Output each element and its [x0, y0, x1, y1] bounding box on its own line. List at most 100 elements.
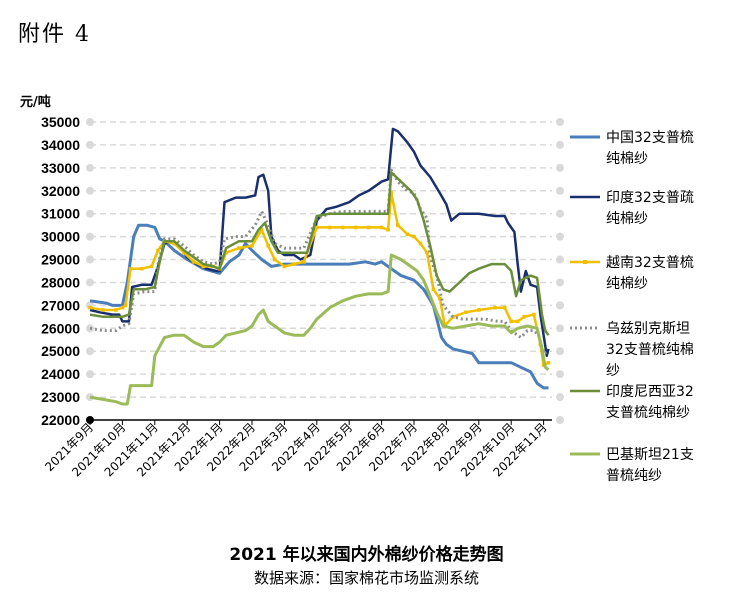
series-point-2	[302, 260, 306, 264]
series-point-2	[353, 225, 358, 230]
series-point-2	[366, 225, 371, 230]
series-point-2	[292, 262, 296, 266]
y-tick-label: 28000	[41, 274, 80, 290]
series-point-2	[464, 310, 468, 315]
series-point-2	[191, 260, 196, 264]
series-point-2	[327, 225, 332, 230]
series-point-2	[182, 250, 186, 255]
series-point-2	[259, 227, 264, 232]
series-point-2	[396, 223, 400, 227]
series-line-5	[89, 253, 550, 406]
gridline-start-dot	[86, 393, 94, 402]
y-tick-label: 35000	[41, 114, 80, 130]
gridline-start-dot	[86, 370, 94, 379]
series-line-0	[89, 223, 549, 390]
x-axis-end-dot	[556, 416, 564, 424]
y-tick-label: 27000	[41, 297, 80, 313]
series-point-2	[515, 319, 520, 324]
legend-label-0: 中国32支普梳	[606, 130, 694, 146]
y-tick-label: 34000	[41, 137, 80, 153]
gridline-end-dot	[556, 393, 564, 402]
series-point-2	[272, 257, 277, 262]
gridline-end-dot	[556, 163, 564, 172]
series-point-2	[477, 308, 481, 312]
series-point-2	[128, 266, 133, 271]
legend: 中国32支普梳纯棉纱印度32支普疏纯棉纱越南32支普梳纯棉纱乌兹别克斯坦32支普…	[570, 130, 694, 484]
series-point-2	[340, 225, 345, 230]
legend-label-1: 纯棉纱	[606, 210, 648, 227]
gridline-end-dot	[556, 370, 564, 379]
series-point-2	[418, 241, 423, 246]
y-axis: 22000 23000 24000 25000 26000 27000 28000 29000…	[41, 114, 80, 428]
gridline-start-dot	[86, 232, 94, 241]
y-tick-label: 24000	[41, 366, 80, 382]
series-point-2	[522, 315, 526, 319]
legend-label-0: 纯棉纱	[606, 150, 648, 167]
gridline-end-dot	[556, 278, 564, 287]
gridline-end-dot	[556, 301, 564, 310]
y-tick-label: 31000	[41, 206, 80, 222]
legend-label-5: 普梳纯纱	[606, 468, 662, 484]
legend-label-3: 纱	[606, 363, 620, 379]
gridline-end-dot	[556, 118, 564, 126]
series-point-2	[438, 296, 442, 301]
series-lines	[88, 127, 551, 406]
y-tick-label: 29000	[41, 252, 80, 268]
legend-label-4: 支普梳纯棉纱	[606, 404, 690, 421]
series-point-2	[502, 305, 507, 310]
series-point-2	[140, 266, 144, 271]
y-tick-label: 32000	[41, 183, 80, 199]
series-point-2	[546, 360, 551, 365]
y-tick-label: 30000	[41, 229, 80, 245]
y-axis-unit-label: 元/吨	[20, 94, 51, 110]
chart-title: 2021 年以来国内外棉纱价格走势图	[229, 545, 504, 565]
series-point-2	[114, 308, 118, 312]
gridline-end-dot	[556, 324, 564, 333]
y-tick-label: 25000	[41, 343, 80, 359]
y-tick-label: 23000	[41, 389, 80, 405]
legend-label-2: 纯棉纱	[606, 275, 648, 292]
legend-label-4: 印度尼西亚32	[606, 384, 694, 400]
series-point-2	[172, 241, 177, 246]
series-point-2	[237, 246, 241, 250]
series-point-2	[389, 191, 394, 195]
chart-subtitle: 数据来源：国家棉花市场监测系统	[253, 569, 479, 587]
legend-label-5: 巴基斯坦21支	[606, 446, 694, 463]
legend-label-3: 乌兹别克斯坦	[606, 321, 690, 337]
gridline-start-dot	[86, 209, 94, 218]
gridline-start-dot	[86, 255, 94, 264]
legend-label-2: 越南32支普梳	[606, 255, 694, 271]
gridline-start-dot	[86, 118, 94, 126]
series-point-2	[101, 308, 105, 312]
gridline-end-dot	[556, 186, 564, 195]
series-point-2	[123, 303, 128, 308]
gridline-start-dot	[86, 186, 94, 195]
gridline-start-dot	[86, 278, 94, 287]
series-point-2	[412, 234, 416, 239]
series-point-2	[282, 264, 287, 269]
gridline-end-dot	[556, 255, 564, 264]
gridline-start-dot	[86, 140, 94, 149]
attachment-label: 附件 4	[18, 22, 91, 47]
legend-label-1: 印度32支普疏	[606, 190, 694, 206]
series-point-2	[405, 232, 410, 237]
legend-marker-2	[583, 260, 587, 264]
series-point-2	[493, 305, 497, 310]
series-point-2	[149, 264, 154, 269]
y-tick-label: 22000	[41, 412, 80, 428]
gridline-end-dot	[556, 232, 564, 241]
series-line-1	[89, 127, 550, 358]
series-point-2	[386, 227, 390, 232]
series-point-2	[224, 250, 228, 255]
gridline-end-dot	[556, 347, 564, 356]
series-point-2	[509, 319, 513, 324]
y-tick-label: 33000	[41, 160, 80, 176]
series-point-2	[315, 225, 319, 230]
series-point-2	[201, 264, 206, 269]
series-point-2	[88, 305, 92, 310]
series-point-2	[425, 250, 429, 255]
gridline-start-dot	[86, 163, 94, 172]
price-line-chart: 22000 23000 24000 25000 26000 27000 28000 29000…	[20, 94, 694, 484]
series-point-2	[250, 243, 254, 248]
series-point-2	[266, 243, 270, 248]
